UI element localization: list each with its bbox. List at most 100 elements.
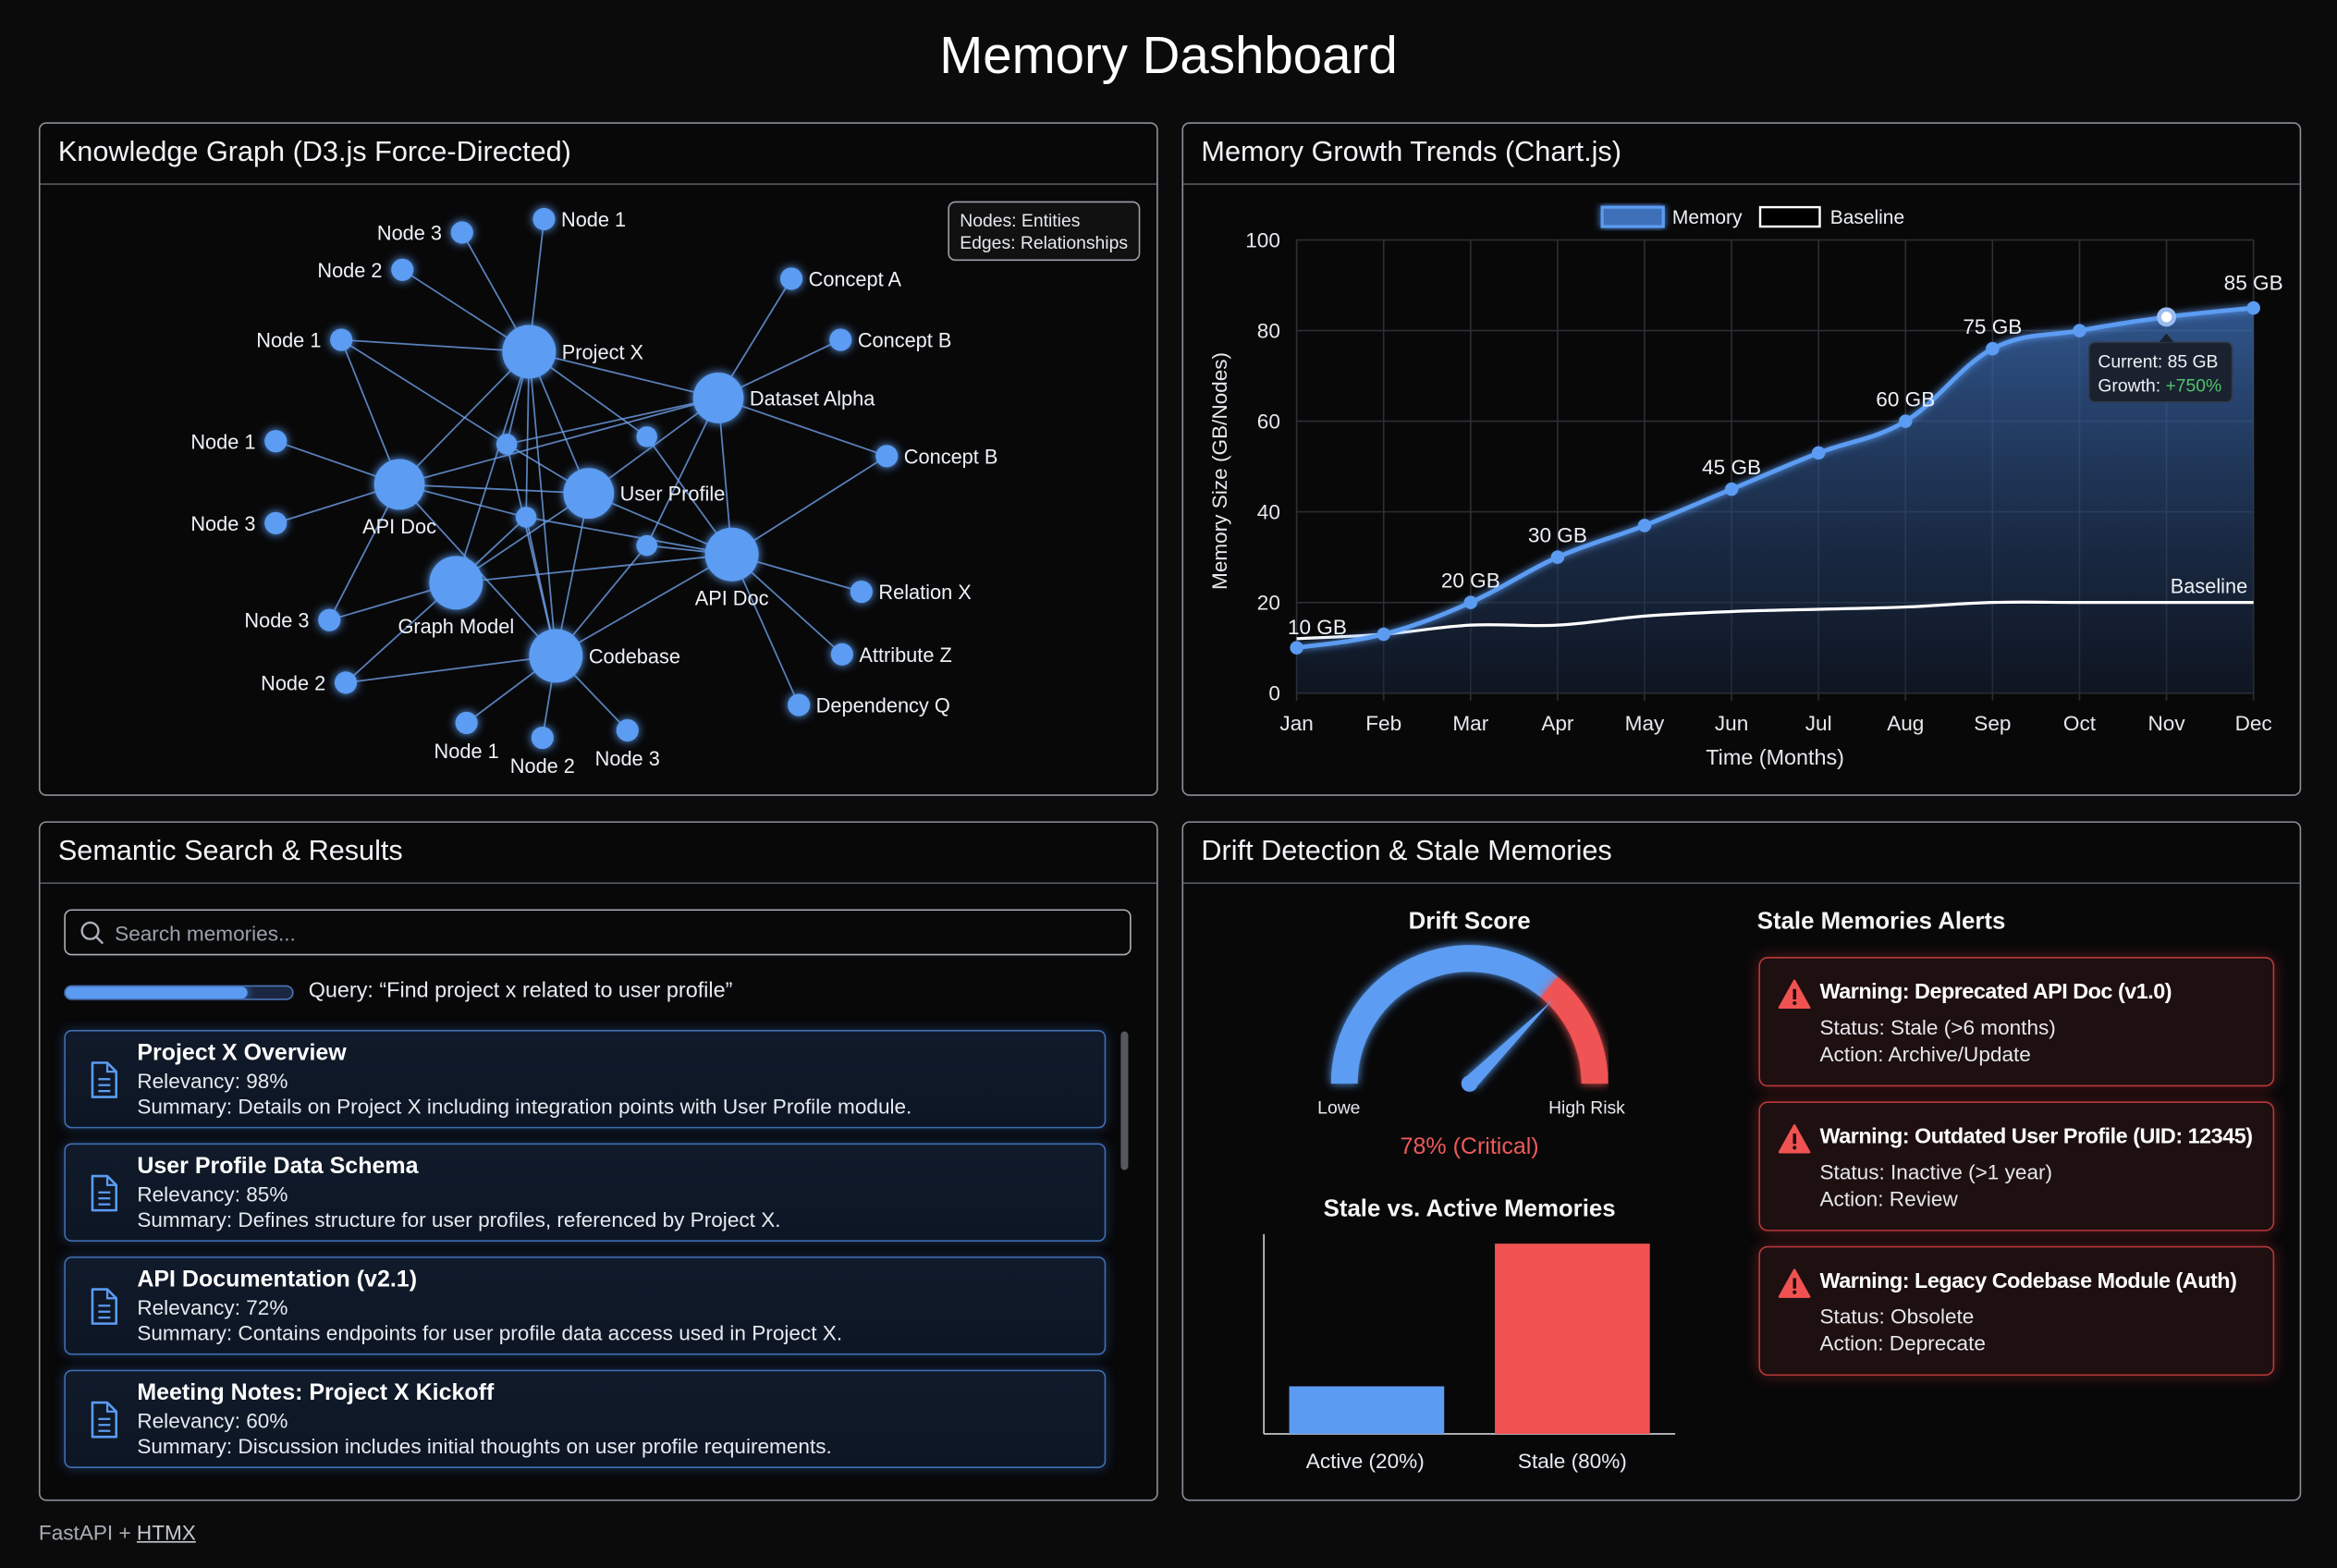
result-card[interactable]: API Documentation (v2.1) Relevancy: 72% … [64,1256,1107,1355]
memory-point[interactable] [2073,324,2086,337]
alert-action: Action: Review [1819,1186,1958,1211]
graph-node-label: Node 1 [190,430,255,453]
memory-point[interactable] [1724,482,1739,496]
alerts-title: Stale Memories Alerts [1756,909,2006,935]
legend-baseline-label[interactable]: Baseline [1830,207,1904,228]
graph-node[interactable] [875,445,899,468]
graph-node[interactable] [532,207,556,231]
graph-node[interactable] [373,459,425,510]
panel-title: Memory Growth Trends (Chart.js) [1201,137,1621,169]
graph-edge [529,350,719,399]
legend-baseline-swatch[interactable] [1758,205,1821,228]
results-scrollbar[interactable] [1120,1031,1129,1170]
bar-stale[interactable] [1495,1243,1650,1434]
legend-memory-label[interactable]: Memory [1672,207,1743,228]
data-label: 10 GB [1288,616,1347,639]
memory-point[interactable] [1290,641,1303,655]
graph-edge [528,351,557,656]
graph-edge [398,350,530,485]
graph-node[interactable] [531,726,554,750]
graph-edge [555,553,733,657]
result-card[interactable]: Meeting Notes: Project X Kickoff Relevan… [64,1369,1107,1469]
document-icon [91,1288,118,1325]
graph-node[interactable] [429,556,483,610]
stale-alert[interactable]: Warning: Legacy Codebase Module (Auth) S… [1758,1245,2275,1377]
result-card[interactable]: Project X Overview Relevancy: 98% Summar… [64,1030,1107,1129]
graph-node[interactable] [264,511,288,534]
memory-point[interactable] [1899,414,1913,428]
tooltip-growth-label: Growth: [2098,375,2165,396]
gauge-needle [1463,998,1554,1089]
memory-point[interactable] [1986,341,2000,356]
result-summary: Summary: Details on Project X including … [137,1094,912,1119]
graph-node[interactable] [704,527,759,582]
graph-node[interactable] [515,507,537,528]
graph-edge [730,554,800,705]
y-tick-label: 20 [1257,592,1280,615]
graph-node[interactable] [529,629,583,683]
legend-memory-swatch[interactable] [1600,205,1665,228]
y-tick-label: 100 [1245,229,1280,252]
graph-node[interactable] [616,718,639,742]
baseline-end-label: Baseline [2171,575,2247,598]
graph-node-label: Project X [562,341,644,364]
memory-point[interactable] [1637,519,1652,533]
bar-label-active: Active (20%) [1305,1449,1425,1473]
memory-point[interactable] [1463,595,1478,609]
drift-score-value: 78% (Critical) [1400,1133,1539,1160]
alert-title: Warning: Legacy Codebase Module (Auth) [1819,1269,2237,1294]
x-tick-label: May [1625,712,1665,735]
graph-node-label: User Profile [620,483,726,506]
search-input[interactable]: Search memories... [64,909,1132,956]
search-icon [80,921,104,945]
memory-point[interactable] [1377,627,1390,642]
graph-node-label: Node 2 [317,259,382,282]
graph-node[interactable] [450,221,473,244]
graph-node[interactable] [496,434,518,455]
graph-edge [345,655,557,684]
graph-node-label: Graph Model [398,615,514,638]
tooltip-growth-value: +750% [2165,375,2221,396]
x-tick-label: Jun [1715,712,1748,735]
graph-node[interactable] [391,258,414,281]
graph-node[interactable] [318,608,341,631]
graph-node[interactable] [502,325,557,379]
graph-node[interactable] [563,468,615,520]
tooltip-current: Current: 85 GB [2098,352,2218,373]
graph-node[interactable] [692,373,744,423]
bar-active[interactable] [1289,1386,1445,1434]
memory-point[interactable] [2157,307,2177,327]
x-tick-label: Jul [1805,712,1832,735]
stale-alert[interactable]: Warning: Deprecated API Doc (v1.0) Statu… [1758,957,2275,1087]
graph-node[interactable] [636,534,657,557]
memory-point[interactable] [1550,550,1565,564]
graph-edge [506,397,719,446]
graph-node[interactable] [829,328,852,351]
graph-node[interactable] [636,426,657,447]
graph-edge [399,484,589,495]
graph-node[interactable] [330,328,353,351]
stale-alert[interactable]: Warning: Outdated User Profile (UID: 123… [1758,1101,2275,1231]
memory-point[interactable] [2246,300,2260,315]
htmx-link[interactable]: HTMX [136,1520,196,1545]
warning-icon [1778,979,1811,1010]
x-tick-label: Oct [2063,712,2097,735]
graph-node-label: Node 3 [377,222,442,245]
graph-node[interactable] [830,643,853,666]
graph-node[interactable] [264,430,288,453]
graph-node-label: Codebase [589,644,680,668]
graph-edge [456,553,732,584]
graph-node-label: Attribute Z [859,643,951,667]
graph-node[interactable] [779,267,803,290]
graph-node[interactable] [788,693,811,717]
graph-node[interactable] [334,671,358,694]
graph-node[interactable] [455,711,478,735]
result-card[interactable]: User Profile Data Schema Relevancy: 85% … [64,1143,1107,1242]
graph-node-label: Dataset Alpha [750,387,875,410]
memory-point[interactable] [1811,446,1826,460]
graph-node[interactable] [850,580,873,604]
